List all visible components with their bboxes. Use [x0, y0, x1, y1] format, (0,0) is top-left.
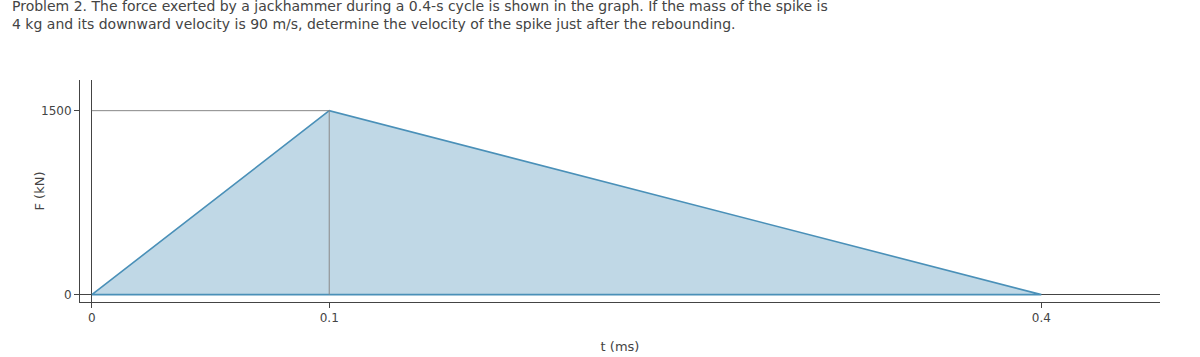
svg-text:1500: 1500: [41, 104, 72, 118]
svg-text:F (kN): F (kN): [32, 171, 47, 210]
svg-text:0: 0: [64, 288, 72, 302]
svg-text:0.1: 0.1: [320, 311, 339, 325]
svg-text:0: 0: [88, 311, 96, 325]
svg-text:Problem 2. The force exerted b: Problem 2. The force exerted by a jackha…: [12, 0, 828, 32]
svg-text:t (ms): t (ms): [601, 339, 640, 354]
svg-text:0.4: 0.4: [1032, 311, 1051, 325]
